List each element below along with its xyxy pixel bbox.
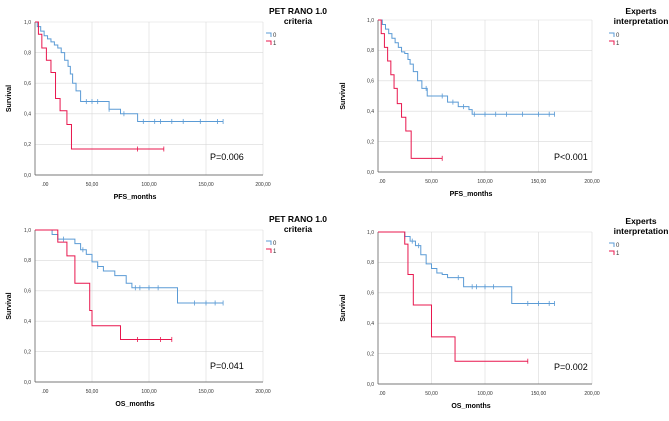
legend-title: criteria — [284, 16, 313, 26]
y-tick-label: 0,4 — [24, 112, 31, 118]
km-chart-svg: 0,0 0,2 0,4 0,6 0,8 1,0 .00 50,00 100,00 150,00 20… — [340, 216, 669, 410]
y-tick-label: 0,2 — [24, 142, 31, 148]
km-curve-group-0 — [378, 19, 555, 115]
y-tick-label: 0,8 — [367, 48, 374, 54]
y-tick-label: 0,0 — [24, 380, 31, 386]
y-tick-label: 0,8 — [24, 50, 31, 56]
x-tick-label: 150,00 — [198, 182, 214, 188]
legend-swatch-group-1 — [609, 40, 615, 45]
x-tick-label: .00 — [379, 179, 386, 185]
km-chart-svg: 0,0 0,2 0,4 0,6 0,8 1,0 .00 50,00 100,00 150,00 20… — [340, 6, 669, 198]
x-tick-label: 200,00 — [584, 391, 600, 397]
legend-swatch-group-0 — [266, 240, 272, 245]
legend-title: Experts — [625, 216, 656, 226]
x-tick-label: 200,00 — [255, 182, 271, 188]
legend-title: PET RANO 1.0 — [269, 214, 327, 224]
y-axis-title: Survival — [340, 294, 347, 321]
x-tick-label: 50,00 — [425, 179, 438, 185]
y-tick-label: 1,0 — [24, 20, 31, 26]
km-panel-pfs-experts: 0,0 0,2 0,4 0,6 0,8 1,0 .00 50,00 100,00 150,00 20… — [334, 0, 669, 208]
x-tick-label: 200,00 — [584, 179, 600, 185]
y-tick-label: 1,0 — [367, 230, 374, 236]
legend-label-group-0: 0 — [273, 241, 277, 247]
p-value: P=0.002 — [554, 362, 588, 372]
legend-label-group-0: 0 — [273, 33, 277, 39]
x-tick-label: 150,00 — [198, 389, 214, 395]
y-tick-label: 0,6 — [367, 291, 374, 297]
km-curve-group-1 — [378, 231, 528, 362]
x-axis-title: PFS_months — [450, 191, 493, 198]
x-tick-label: .00 — [42, 389, 49, 395]
km-chart-svg: 0,0 0,2 0,4 0,6 0,8 1,0 .00 50,00 100,00 150,00 20… — [6, 6, 327, 201]
y-tick-label: 1,0 — [24, 228, 31, 234]
legend-title: Experts — [625, 6, 656, 16]
p-value: P<0.001 — [554, 152, 588, 162]
x-tick-label: 100,00 — [477, 391, 493, 397]
legend-swatch-group-1 — [266, 40, 272, 45]
legend-swatch-group-1 — [266, 248, 272, 253]
y-tick-label: 0,2 — [24, 349, 31, 355]
x-axis-title: PFS_months — [114, 194, 157, 201]
p-value: P=0.041 — [210, 361, 244, 371]
y-tick-label: 0,6 — [24, 289, 31, 295]
x-tick-label: .00 — [379, 391, 386, 397]
legend-swatch-group-1 — [609, 250, 615, 255]
x-tick-label: 50,00 — [86, 182, 99, 188]
km-curve-group-1 — [378, 19, 443, 159]
y-tick-label: 0,4 — [24, 319, 31, 325]
y-tick-label: 0,6 — [24, 81, 31, 87]
km-panel-pfs-pet-rano: 0,0 0,2 0,4 0,6 0,8 1,0 .00 50,00 100,00 150,00 20… — [0, 0, 334, 208]
x-tick-label: .00 — [42, 182, 49, 188]
y-tick-label: 0,0 — [367, 170, 374, 176]
km-chart-svg: 0,0 0,2 0,4 0,6 0,8 1,0 .00 50,00 100,00 150,00 20… — [6, 214, 327, 408]
legend-swatch-group-0 — [609, 242, 615, 247]
x-tick-label: 100,00 — [141, 182, 157, 188]
km-curve-group-1 — [35, 21, 164, 150]
km-curve-group-0 — [378, 231, 555, 304]
y-tick-label: 0,6 — [367, 79, 374, 85]
x-tick-label: 200,00 — [255, 389, 271, 395]
y-tick-label: 1,0 — [367, 18, 374, 24]
legend-label-group-1: 1 — [273, 41, 277, 47]
y-tick-label: 0,0 — [24, 173, 31, 179]
legend-label-group-0: 0 — [616, 33, 620, 39]
km-curve-group-0 — [35, 229, 224, 304]
legend-title: interpretation — [614, 16, 669, 26]
y-tick-label: 0,2 — [367, 351, 374, 357]
y-tick-label: 0,8 — [24, 258, 31, 264]
x-tick-label: 50,00 — [86, 389, 99, 395]
p-value: P=0.006 — [210, 152, 244, 162]
legend-label-group-1: 1 — [616, 251, 620, 257]
x-tick-label: 150,00 — [531, 179, 547, 185]
y-axis-title: Survival — [6, 85, 13, 112]
legend-label-group-1: 1 — [273, 249, 277, 255]
y-axis-title: Survival — [6, 292, 13, 319]
x-tick-label: 150,00 — [531, 391, 547, 397]
y-tick-label: 0,4 — [367, 109, 374, 115]
y-tick-label: 0,2 — [367, 139, 374, 145]
legend-label-group-1: 1 — [616, 41, 620, 47]
y-tick-label: 0,0 — [367, 382, 374, 388]
x-tick-label: 50,00 — [425, 391, 438, 397]
legend-swatch-group-0 — [609, 32, 615, 37]
legend-title: PET RANO 1.0 — [269, 6, 327, 16]
y-tick-label: 0,4 — [367, 321, 374, 327]
x-axis-title: OS_months — [451, 403, 490, 410]
km-panel-os-experts: 0,0 0,2 0,4 0,6 0,8 1,0 .00 50,00 100,00 150,00 20… — [334, 208, 669, 416]
km-curve-group-1 — [35, 229, 172, 340]
x-tick-label: 100,00 — [477, 179, 493, 185]
km-curve-group-0 — [35, 21, 224, 122]
x-axis-title: OS_months — [115, 401, 154, 408]
x-tick-label: 100,00 — [141, 389, 157, 395]
y-axis-title: Survival — [340, 82, 347, 109]
legend-swatch-group-0 — [266, 32, 272, 37]
legend-title: interpretation — [614, 226, 669, 236]
km-panel-os-pet-rano: 0,0 0,2 0,4 0,6 0,8 1,0 .00 50,00 100,00 150,00 20… — [0, 208, 334, 416]
legend-label-group-0: 0 — [616, 243, 620, 249]
y-tick-label: 0,8 — [367, 260, 374, 266]
legend-title: criteria — [284, 224, 313, 234]
